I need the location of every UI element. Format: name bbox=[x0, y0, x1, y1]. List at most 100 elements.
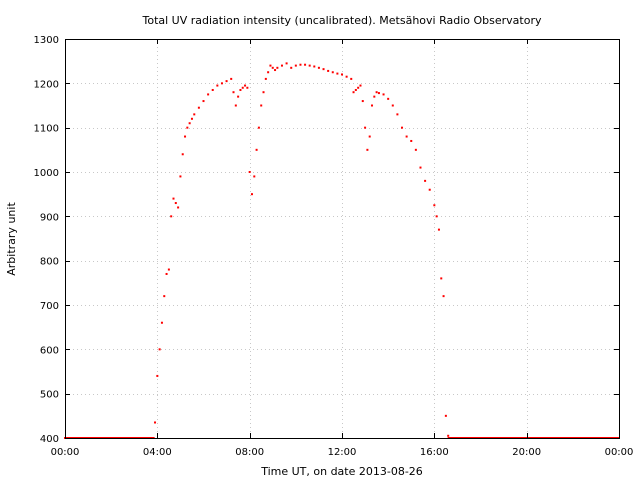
data-point bbox=[179, 175, 182, 178]
data-point bbox=[424, 179, 427, 182]
data-point bbox=[264, 77, 267, 80]
x-tick-label: 16:00 bbox=[420, 447, 449, 458]
y-tick-label: 1100 bbox=[34, 124, 59, 135]
grid-lines bbox=[65, 39, 619, 438]
data-point bbox=[377, 92, 380, 95]
data-point bbox=[190, 117, 193, 120]
data-point bbox=[158, 348, 161, 351]
data-point bbox=[387, 97, 390, 100]
data-point bbox=[239, 88, 242, 91]
data-point bbox=[172, 197, 175, 200]
data-point bbox=[375, 91, 378, 94]
data-point bbox=[246, 86, 249, 89]
data-point bbox=[444, 414, 447, 417]
x-tick-label: 12:00 bbox=[328, 447, 357, 458]
data-point bbox=[313, 65, 316, 68]
data-point bbox=[216, 84, 219, 87]
data-point bbox=[414, 148, 417, 151]
data-point bbox=[304, 63, 307, 66]
data-point bbox=[354, 88, 357, 91]
y-tick-label: 500 bbox=[40, 390, 59, 401]
data-point bbox=[260, 104, 263, 107]
data-point bbox=[207, 93, 210, 96]
data-point bbox=[184, 135, 187, 138]
y-axis-label: Arbitrary unit bbox=[5, 202, 18, 276]
data-point bbox=[359, 84, 362, 87]
data-point bbox=[308, 64, 311, 67]
data-point bbox=[442, 295, 445, 298]
data-point bbox=[262, 91, 265, 94]
data-point bbox=[211, 88, 214, 91]
data-point bbox=[352, 91, 355, 94]
data-point bbox=[341, 73, 343, 76]
data-point bbox=[317, 66, 320, 69]
data-point bbox=[350, 77, 353, 80]
data-point bbox=[419, 166, 422, 169]
data-point bbox=[170, 215, 173, 218]
data-point bbox=[331, 71, 334, 74]
data-point bbox=[160, 321, 163, 324]
data-point bbox=[163, 295, 166, 298]
data-point bbox=[290, 66, 293, 69]
data-point bbox=[156, 374, 159, 377]
data-point bbox=[357, 86, 360, 89]
data-point bbox=[230, 77, 233, 80]
data-point bbox=[401, 126, 404, 129]
data-point bbox=[248, 171, 251, 173]
data-point bbox=[255, 148, 258, 151]
data-point bbox=[336, 72, 339, 75]
data-point bbox=[154, 421, 157, 424]
data-point bbox=[276, 66, 279, 69]
data-point bbox=[435, 215, 438, 218]
data-point bbox=[361, 100, 364, 103]
data-point bbox=[437, 228, 440, 231]
data-point bbox=[234, 104, 237, 107]
data-point bbox=[267, 71, 270, 74]
data-point bbox=[244, 84, 247, 87]
y-tick-label: 900 bbox=[40, 212, 59, 223]
y-tick-label: 1300 bbox=[34, 35, 59, 46]
data-point bbox=[188, 122, 191, 125]
data-point bbox=[193, 113, 196, 116]
y-tick-label: 1200 bbox=[34, 79, 59, 90]
y-tick-label: 600 bbox=[40, 345, 59, 356]
data-point bbox=[368, 135, 371, 138]
data-point bbox=[269, 64, 272, 67]
data-point bbox=[165, 272, 168, 275]
y-tick-label: 700 bbox=[40, 301, 59, 312]
data-point bbox=[186, 126, 189, 129]
data-point bbox=[181, 153, 184, 156]
y-tick-labels: 400 500 600 700 800 900 1000 1100 1200 1300 bbox=[34, 35, 59, 445]
data-point bbox=[202, 100, 205, 103]
x-tick-labels: 00:00 04:00 08:00 12:00 16:00 20:00 00:00 bbox=[51, 447, 634, 458]
x-tick-label: 04:00 bbox=[143, 447, 172, 458]
data-point bbox=[241, 86, 244, 89]
y-tick-label: 1000 bbox=[34, 168, 59, 179]
data-points bbox=[154, 62, 450, 437]
data-point bbox=[364, 126, 367, 129]
y-tick-label: 800 bbox=[40, 257, 59, 268]
data-point bbox=[174, 202, 177, 205]
data-point bbox=[373, 95, 376, 98]
data-point bbox=[366, 148, 369, 151]
x-tick-label: 08:00 bbox=[235, 447, 264, 458]
data-point bbox=[447, 434, 450, 437]
y-tick-label: 400 bbox=[40, 434, 59, 445]
data-point bbox=[391, 104, 394, 107]
data-point bbox=[440, 277, 443, 280]
data-point bbox=[197, 106, 200, 109]
data-point bbox=[225, 80, 228, 83]
x-tick-label: 00:00 bbox=[51, 447, 80, 458]
data-point bbox=[405, 135, 408, 138]
chart-title: Total UV radiation intensity (uncalibrat… bbox=[142, 14, 542, 27]
data-point bbox=[428, 188, 431, 191]
data-point bbox=[257, 126, 260, 129]
x-tick-label: 00:00 bbox=[605, 447, 634, 458]
data-point bbox=[271, 66, 274, 69]
data-point bbox=[285, 62, 288, 65]
data-point bbox=[433, 204, 436, 207]
data-point bbox=[232, 91, 235, 94]
data-point bbox=[250, 193, 253, 196]
data-point bbox=[220, 82, 223, 85]
